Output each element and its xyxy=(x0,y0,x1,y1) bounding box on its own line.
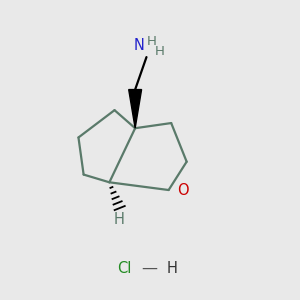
Polygon shape xyxy=(129,90,142,128)
Text: —: — xyxy=(141,261,157,276)
Text: H: H xyxy=(113,212,124,227)
Text: Cl: Cl xyxy=(117,261,132,276)
Text: H: H xyxy=(167,261,178,276)
Text: O: O xyxy=(178,182,189,197)
Text: H: H xyxy=(154,45,164,58)
Text: N: N xyxy=(134,38,145,53)
Text: H: H xyxy=(146,35,156,48)
